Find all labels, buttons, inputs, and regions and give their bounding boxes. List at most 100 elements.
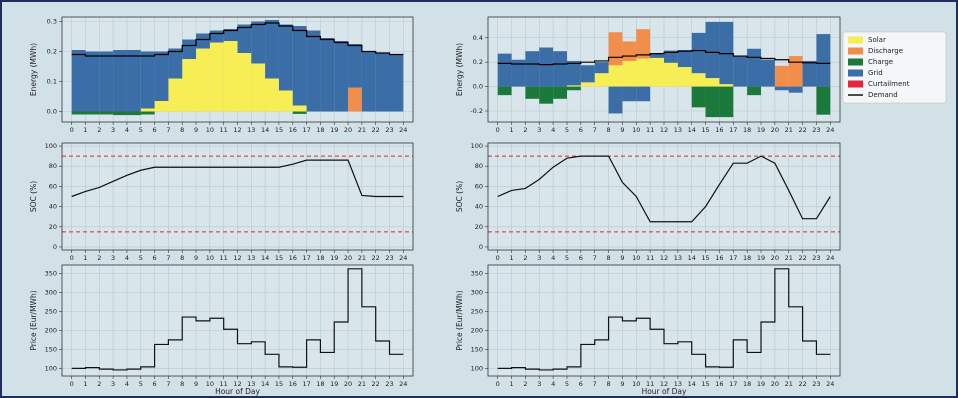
bar-segment	[497, 53, 512, 87]
x-tick-label: 4	[125, 380, 129, 388]
x-tick-label: 12	[233, 126, 241, 134]
x-tick-label: 21	[358, 254, 366, 262]
bar-segment	[265, 20, 279, 79]
x-tick-label: 5	[565, 126, 569, 134]
x-tick-label: 9	[620, 254, 624, 262]
x-tick-label: 20	[344, 254, 352, 262]
y-tick-label: 40	[49, 203, 57, 211]
x-tick-label: 8	[606, 380, 610, 388]
bar-segment	[209, 42, 224, 112]
x-tick-label: 13	[674, 126, 682, 134]
y-tick-label: 60	[49, 182, 57, 190]
bar-segment	[761, 59, 775, 87]
bar-segment	[168, 78, 183, 112]
x-tick-label: 11	[220, 126, 228, 134]
bar-segment	[691, 73, 706, 87]
bar-segment	[677, 49, 692, 68]
x-tick-label: 24	[826, 126, 834, 134]
x-tick-label: 23	[385, 380, 393, 388]
bar-segment	[265, 78, 279, 112]
x-tick-label: 7	[166, 254, 170, 262]
bar-segment	[525, 86, 540, 99]
bar-segment	[71, 50, 86, 112]
bar-segment	[320, 38, 335, 112]
bar-segment	[636, 58, 651, 87]
bar-segment	[196, 48, 210, 112]
y-tick-label: 80	[475, 162, 483, 170]
x-tick-label: 16	[289, 380, 297, 388]
x-tick-label: 16	[289, 254, 297, 262]
x-tick-label: 19	[330, 126, 338, 134]
bar-segment	[85, 111, 100, 115]
x-tick-label: 24	[826, 380, 834, 388]
x-tick-label: 5	[139, 126, 143, 134]
x-tick-label: 14	[261, 254, 269, 262]
x-tick-label: 22	[372, 380, 380, 388]
axes-frame	[487, 142, 841, 251]
x-tick-label: 19	[757, 380, 765, 388]
x-tick-label: 15	[701, 254, 709, 262]
bar-segment	[334, 41, 349, 112]
x-tick-label: 0	[70, 254, 74, 262]
bar-segment	[677, 67, 692, 87]
bar-segment	[497, 86, 512, 96]
y-tick-label: 20	[475, 223, 483, 231]
x-tick-label: 11	[646, 254, 654, 262]
x-tick-label: 3	[537, 254, 541, 262]
legend-swatch	[848, 47, 863, 55]
x-tick-label: 20	[771, 380, 779, 388]
y-tick-label: 350	[45, 269, 57, 277]
y-tick-label: 250	[471, 307, 483, 315]
y-tick-label: 100	[45, 364, 57, 372]
bar-segment	[196, 33, 210, 49]
bar-segment	[733, 56, 748, 87]
x-tick-label: 10	[632, 380, 640, 388]
x-tick-label: 8	[180, 126, 184, 134]
x-tick-label: 23	[812, 380, 820, 388]
bar-segment	[154, 51, 169, 101]
bar-segment	[292, 26, 307, 106]
x-tick-label: 13	[674, 380, 682, 388]
x-tick-label: 0	[70, 380, 74, 388]
step-line	[497, 268, 831, 371]
x-tick-label: 4	[551, 126, 555, 134]
x-tick-label: 12	[660, 254, 668, 262]
legend-label: Demand	[868, 91, 898, 99]
x-tick-label: 23	[812, 126, 820, 134]
x-tick-label: 7	[166, 126, 170, 134]
x-tick-label: 0	[70, 126, 74, 134]
x-tick-label: 11	[646, 126, 654, 134]
bar-segment	[361, 51, 376, 112]
legend-swatch	[848, 58, 863, 66]
x-tick-label: 18	[316, 380, 324, 388]
x-tick-label: 15	[275, 254, 283, 262]
bar-segment	[650, 53, 664, 58]
x-tick-label: 8	[606, 126, 610, 134]
bar-segment	[292, 105, 307, 112]
x-axis-label: Hour of Day	[642, 387, 687, 396]
x-tick-label: 19	[757, 254, 765, 262]
line	[497, 155, 831, 223]
x-tick-label: 17	[729, 254, 737, 262]
axes-frame	[487, 16, 841, 123]
x-tick-label: 11	[220, 380, 228, 388]
bar-segment	[99, 111, 114, 115]
x-tick-label: 13	[247, 126, 255, 134]
bar-segment	[691, 86, 706, 108]
bar-segment	[594, 62, 609, 74]
x-tick-label: 7	[593, 254, 597, 262]
x-tick-label: 10	[206, 254, 214, 262]
y-tick-label: 200	[45, 326, 57, 334]
line	[71, 159, 404, 198]
x-tick-label: 3	[537, 380, 541, 388]
y-tick-label: 250	[45, 307, 57, 315]
y-tick-label: 0.2	[473, 58, 483, 66]
x-tick-label: 14	[688, 126, 696, 134]
x-tick-label: 4	[125, 126, 129, 134]
bar-segment	[608, 65, 623, 87]
bar-segment	[140, 111, 155, 115]
x-tick-label: 8	[180, 380, 184, 388]
bar-segment	[154, 101, 169, 112]
